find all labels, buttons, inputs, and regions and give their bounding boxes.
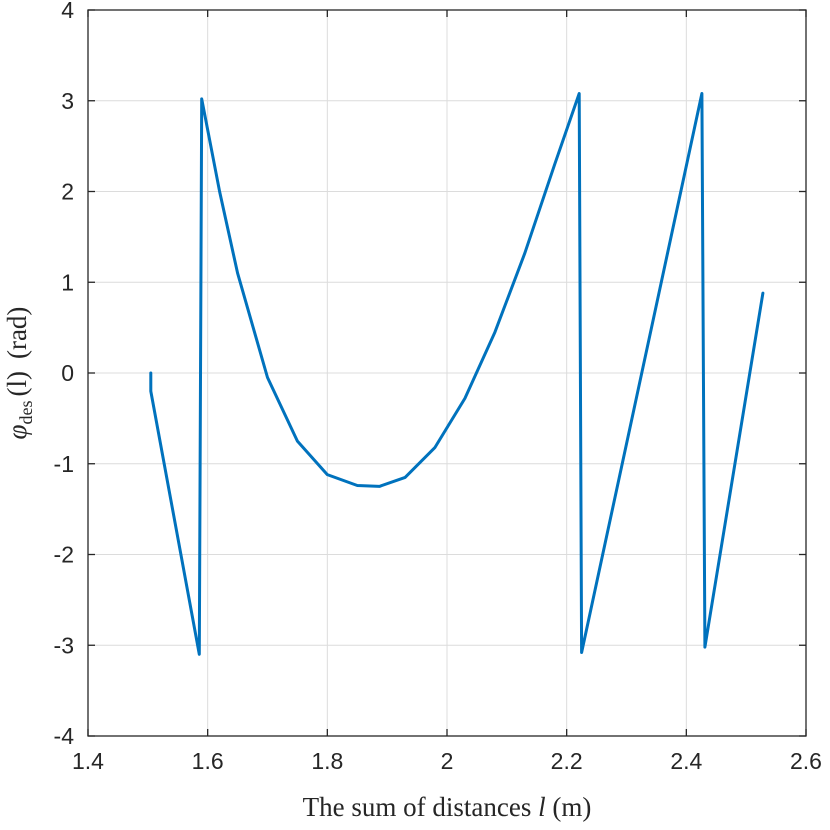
x-tick-label: 1.6	[192, 748, 224, 774]
y-axis-label-unit: (rad)	[2, 307, 32, 359]
y-tick-label: 4	[61, 0, 74, 23]
x-axis-label-unit: (m)	[546, 792, 592, 822]
x-tick-label: 2	[441, 748, 454, 774]
x-axis-label: The sum of distances l (m)	[303, 792, 592, 822]
x-tick-label: 1.8	[311, 748, 343, 774]
y-axis-label-subscript: des	[16, 401, 36, 425]
y-tick-label: -4	[54, 723, 75, 749]
ticks: 1.4 1.6 1.8 2 2.2 2.4 2.6 -4 -3 -2 -1 0 1 2 3 4	[54, 0, 822, 774]
y-tick-label: 0	[61, 360, 74, 386]
y-tick-label: -1	[54, 451, 74, 477]
y-tick-label: 1	[61, 269, 74, 295]
y-axis-label-symbol: φ	[2, 424, 32, 439]
x-tick-label: 2.2	[551, 748, 583, 774]
y-tick-label: -3	[54, 632, 74, 658]
grid	[88, 10, 806, 736]
series-line	[149, 92, 765, 656]
y-tick-label: 3	[61, 88, 74, 114]
x-axis-label-variable: l	[538, 792, 546, 822]
x-tick-label: 2.4	[670, 748, 702, 774]
y-axis-label-argument: (l)	[2, 371, 32, 396]
x-tick-label: 2.6	[790, 748, 822, 774]
series-layer	[149, 92, 765, 656]
x-axis-label-prefix: The sum of distances	[303, 792, 538, 822]
x-tick-label: 1.4	[72, 748, 104, 774]
y-tick-label: -2	[54, 542, 74, 568]
y-tick-label: 2	[61, 179, 74, 205]
y-axis-label: φdes (l) (rad)	[2, 307, 36, 440]
